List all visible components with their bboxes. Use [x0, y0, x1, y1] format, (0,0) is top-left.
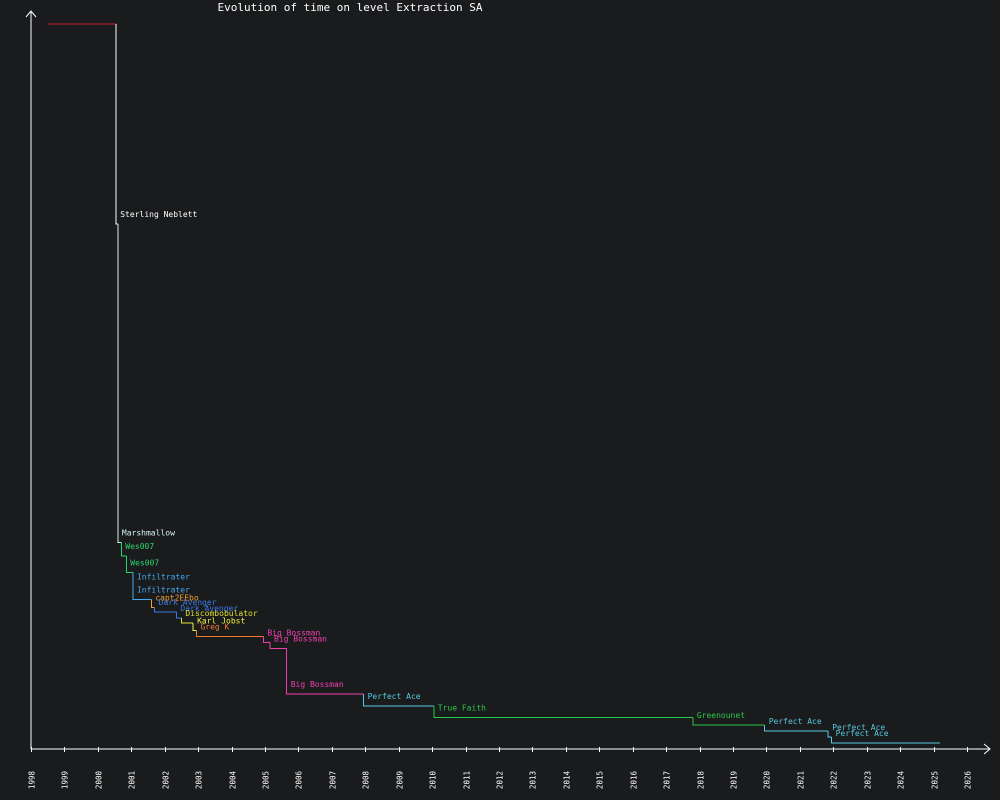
x-tick-label: 2010 [429, 771, 438, 790]
record-holder-label: Infiltrater [137, 585, 190, 594]
series-step-line [154, 607, 177, 613]
record-holder-label: Sterling Neblett [120, 210, 197, 219]
record-holder-label: Greg K [200, 623, 229, 632]
series-step-line [192, 623, 197, 632]
x-tick-label: 2012 [496, 771, 505, 789]
x-tick-label: 2009 [396, 771, 405, 789]
series-lines [47, 23, 941, 744]
series-step-line [132, 586, 152, 600]
series-step-line [125, 556, 133, 573]
record-holder-label: Greenounet [697, 711, 745, 720]
series-step-line [286, 648, 364, 695]
x-tick-label: 2026 [964, 771, 973, 790]
x-tick-label: 2023 [864, 771, 873, 789]
series-step-line [120, 542, 127, 557]
record-holder-label: True Faith [438, 704, 486, 713]
x-tick-label: 2008 [362, 771, 371, 790]
record-holder-label: Perfect Ace [769, 717, 822, 726]
y-axis-arrow [25, 10, 37, 18]
x-tick-label: 2004 [229, 771, 238, 790]
series-step-line [262, 636, 270, 643]
x-tick-label: 2002 [162, 771, 171, 789]
series-step-line [115, 24, 118, 225]
record-holder-label: Big Bossman [291, 680, 344, 689]
x-tick-label: 2000 [95, 771, 104, 790]
x-tick-labels: 1998 1999 2000 2001 2002 2003 2004 2005 2006 2007… [28, 771, 973, 790]
x-tick-label: 2019 [730, 771, 739, 789]
x-tick-label: 2014 [563, 771, 572, 790]
series-step-line [363, 693, 434, 707]
data-labels: Sterling Neblett Marshmallow Wes007 Wes007 I… [120, 210, 888, 738]
record-holder-label: capt2EEbo [155, 593, 199, 602]
record-holder-label: Big Bossman [267, 628, 320, 637]
series-step-line [180, 617, 194, 624]
x-axis-arrow [983, 743, 991, 755]
record-holder-label: Infiltrater [137, 573, 190, 582]
x-tick-label: 2003 [195, 771, 204, 789]
chart-title: Evolution of time on level Extraction SA [217, 1, 483, 14]
x-tick-label: 2013 [529, 771, 538, 789]
x-tick-label: 2007 [329, 771, 338, 789]
record-holder-label: Dark Avenger [159, 598, 217, 607]
record-holder-label: Discombobulator [185, 609, 257, 618]
record-holder-label: Perfect Ace [836, 729, 889, 738]
x-tick-label: 2018 [697, 771, 706, 790]
record-holder-label: Dark Avenger [180, 604, 238, 613]
axes [25, 10, 991, 755]
x-tick-label: 1999 [61, 771, 70, 789]
series-step-line [150, 599, 155, 608]
x-tick-label: 2024 [897, 771, 906, 790]
x-tick-label: 2015 [596, 771, 605, 789]
x-tick-label: 2017 [663, 771, 672, 789]
x-tick-label: 2001 [128, 771, 137, 789]
record-holder-label: Big Bossman [274, 634, 327, 643]
x-tick-label: 2006 [295, 771, 304, 790]
x-tick-label: 2011 [463, 771, 472, 789]
series-step-line [433, 705, 693, 719]
series-step-line [764, 725, 829, 732]
record-holder-label: Wes007 [125, 542, 154, 551]
x-tick-label: 2022 [830, 771, 839, 789]
series-step-line [175, 611, 182, 619]
record-holder-label: Perfect Ace [832, 723, 885, 732]
x-tick-label: 2020 [763, 771, 772, 790]
x-tick-label: 2025 [931, 771, 940, 789]
series-step-line [269, 642, 287, 649]
x-tick-label: 1998 [28, 771, 37, 790]
series-step-line [692, 717, 765, 726]
series-step-line [827, 731, 832, 738]
x-tick-label: 2016 [630, 771, 639, 790]
series-step-line [117, 223, 122, 544]
x-tick-label: 2021 [797, 771, 806, 789]
series-step-line [195, 630, 264, 638]
record-holder-label: Karl Jobst [197, 617, 245, 626]
record-holder-label: Perfect Ace [368, 692, 421, 701]
series-step-line [831, 737, 941, 744]
x-tick-label: 2005 [262, 771, 271, 789]
record-holder-label: Marshmallow [122, 529, 175, 538]
record-holder-label: Wes007 [130, 558, 159, 567]
